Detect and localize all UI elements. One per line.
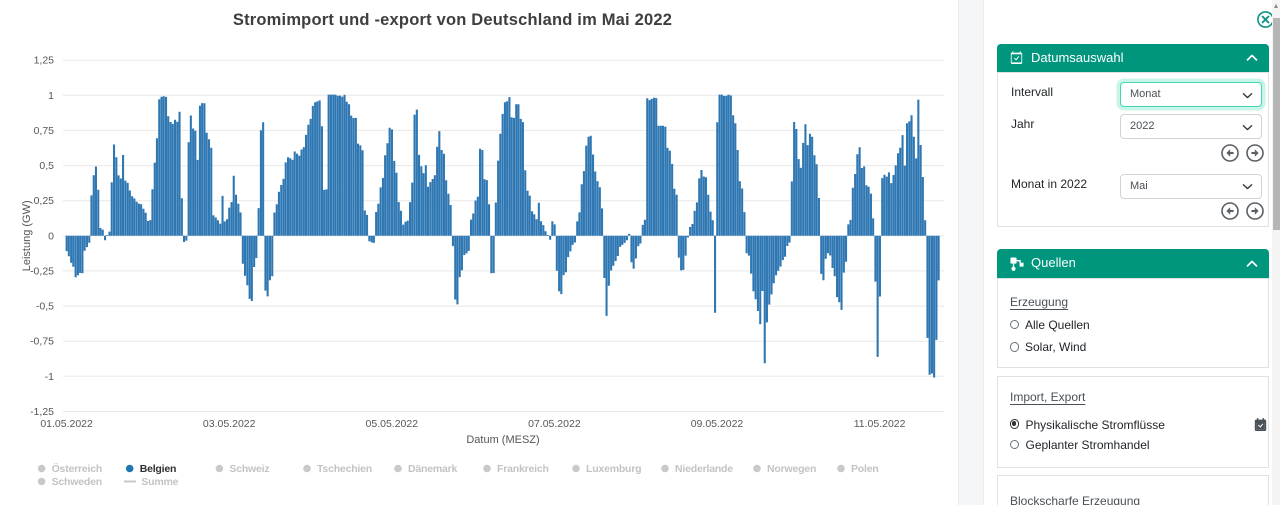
svg-text:1,25: 1,25 (34, 55, 55, 67)
svg-text:0,5: 0,5 (39, 160, 54, 172)
svg-text:01.05.2022: 01.05.2022 (40, 418, 93, 430)
svg-text:Frankreich: Frankreich (497, 463, 549, 475)
svg-text:05.05.2022: 05.05.2022 (366, 418, 419, 430)
svg-text:09.05.2022: 09.05.2022 (691, 418, 744, 430)
svg-text:Österreich: Österreich (52, 462, 103, 475)
svg-text:Niederlande: Niederlande (675, 463, 733, 475)
svg-text:07.05.2022: 07.05.2022 (528, 418, 581, 430)
svg-text:Polen: Polen (851, 463, 879, 475)
svg-text:11.05.2022: 11.05.2022 (854, 418, 906, 430)
svg-text:Leistung (GW): Leistung (GW) (21, 200, 33, 271)
svg-text:Norwegen: Norwegen (767, 463, 816, 475)
svg-text:0,25: 0,25 (34, 195, 55, 207)
svg-text:03.05.2022: 03.05.2022 (203, 418, 256, 430)
svg-text:Dänemark: Dänemark (408, 463, 458, 475)
svg-text:Datum (MESZ): Datum (MESZ) (466, 434, 539, 446)
svg-text:Schweden: Schweden (52, 476, 102, 488)
svg-text:0: 0 (48, 230, 54, 242)
svg-text:Tschechien: Tschechien (317, 463, 372, 475)
svg-text:-1,25: -1,25 (30, 406, 54, 418)
svg-text:-0,25: -0,25 (30, 265, 54, 277)
svg-text:Summe: Summe (141, 476, 178, 488)
svg-text:1: 1 (48, 90, 54, 102)
svg-text:0,75: 0,75 (34, 125, 55, 137)
svg-text:-1: -1 (45, 371, 54, 383)
svg-text:-0,5: -0,5 (36, 301, 54, 313)
svg-text:Belgien: Belgien (140, 463, 177, 475)
svg-text:-0,75: -0,75 (30, 336, 54, 348)
svg-text:Schweiz: Schweiz (229, 463, 269, 475)
svg-text:Luxemburg: Luxemburg (586, 463, 641, 475)
